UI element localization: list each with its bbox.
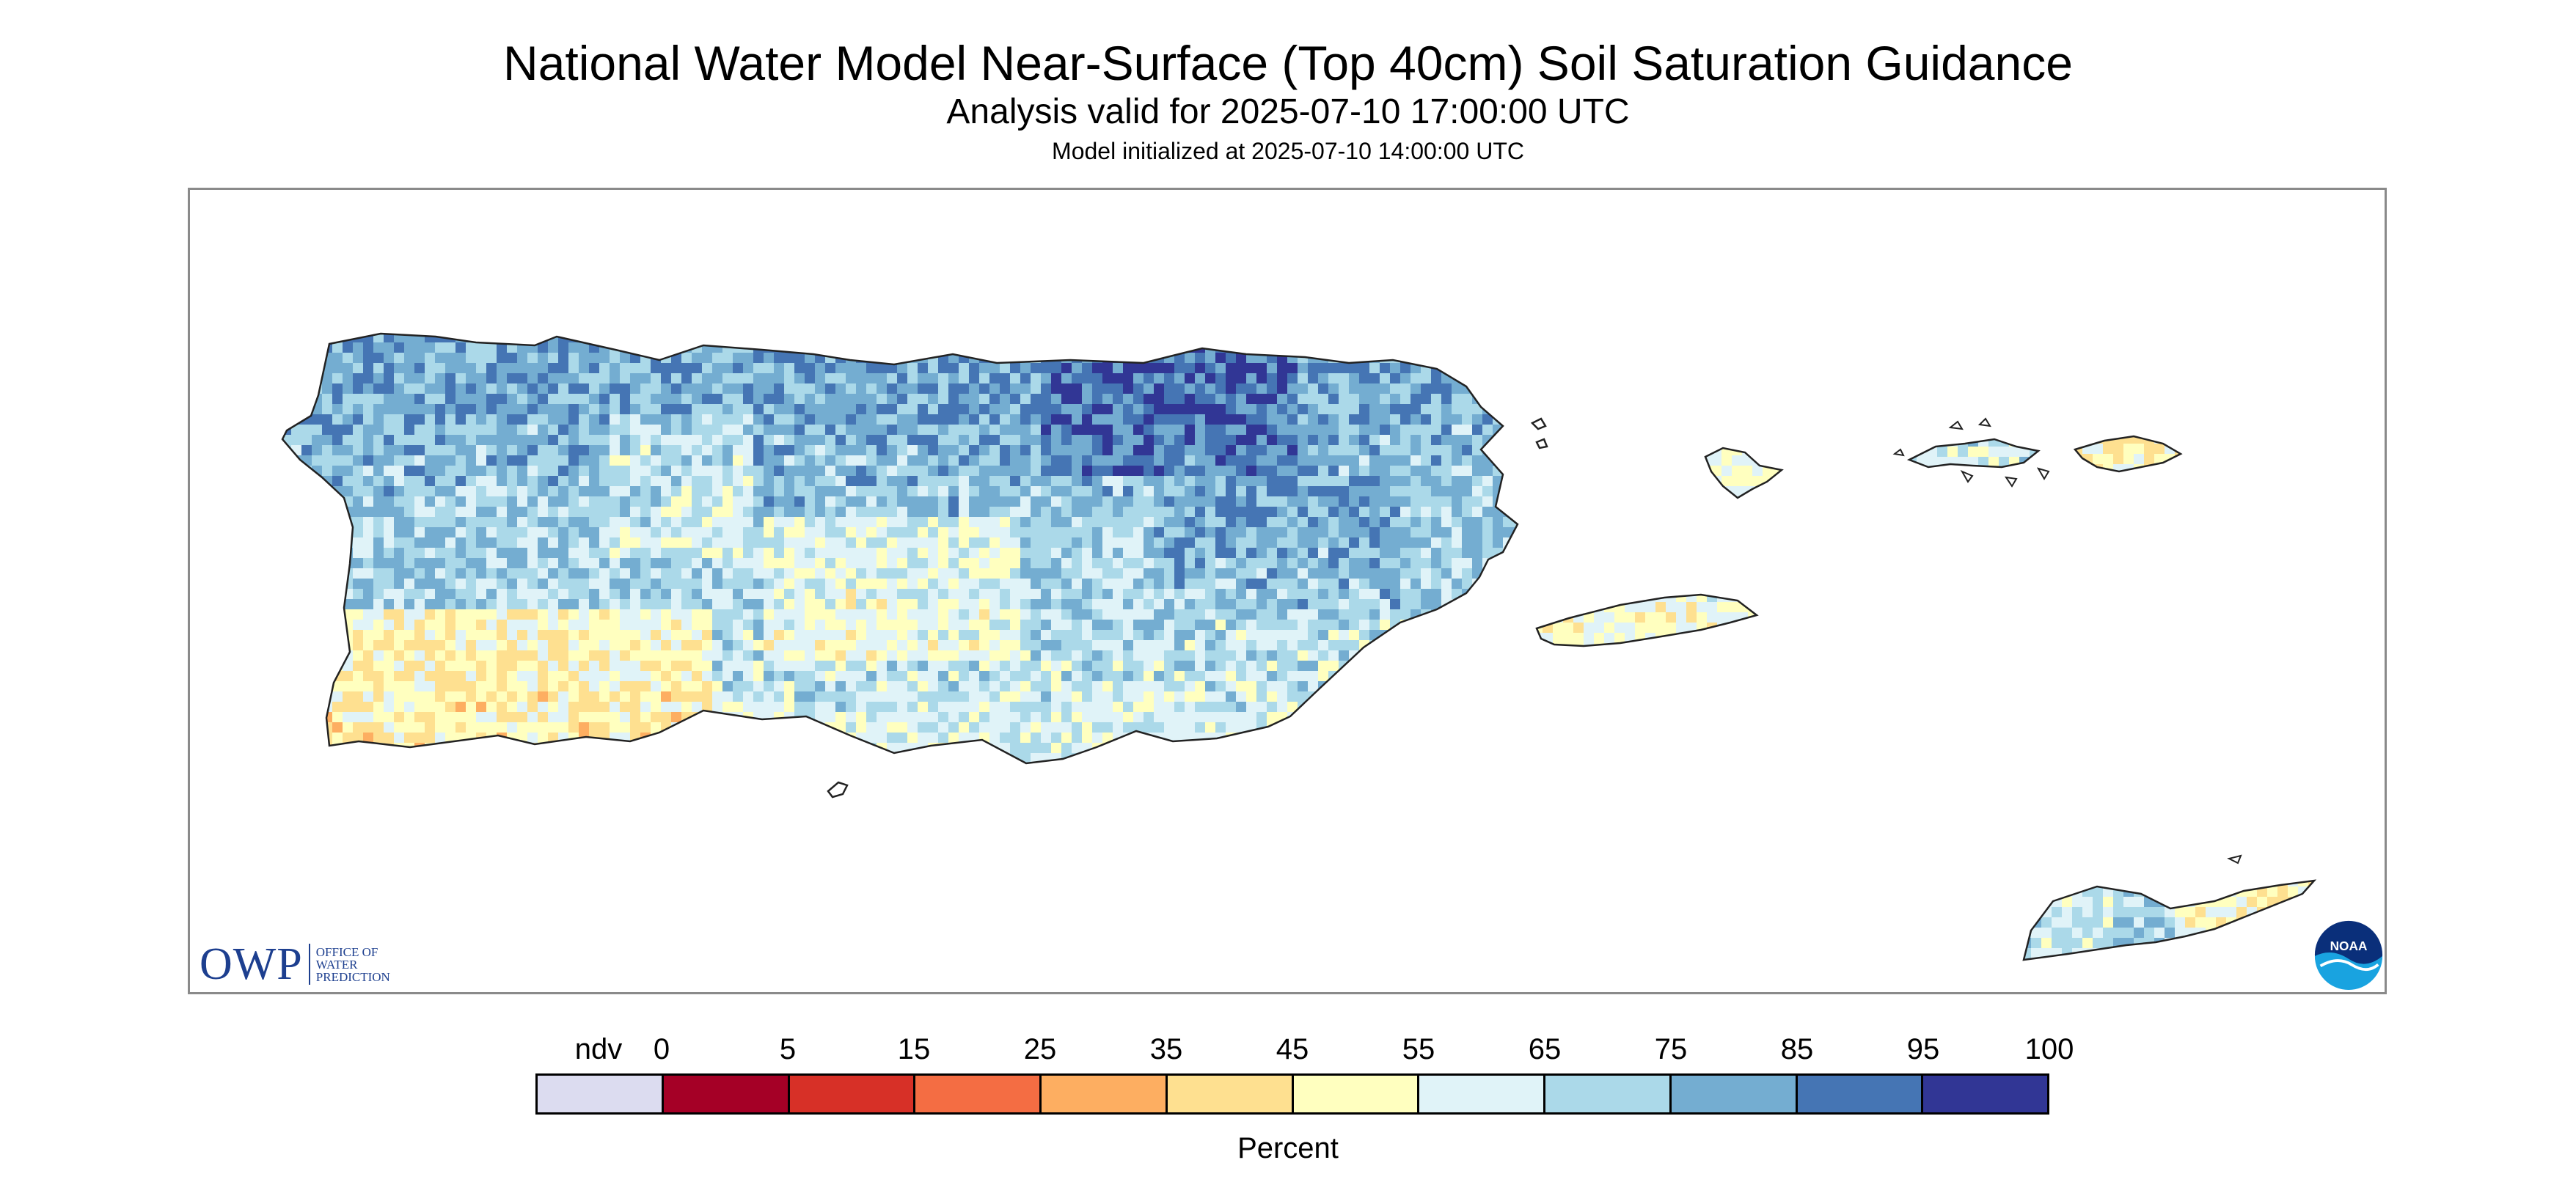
colorbar-tick: 5 [779, 1033, 797, 1065]
colorbar-segment [1167, 1076, 1294, 1112]
colorbar-tick: 95 [1906, 1033, 1940, 1065]
colorbar-segment [538, 1076, 664, 1112]
puerto-rico-island [281, 332, 1519, 765]
map-title: National Water Model Near-Surface (Top 4… [503, 36, 2073, 90]
culebra-island [1704, 447, 1784, 499]
owp-logo-line3: Prediction [315, 969, 390, 984]
colorbar [535, 1073, 2049, 1115]
map-panel [188, 188, 2387, 994]
colorbar-segment [915, 1076, 1042, 1112]
islet-outline [827, 781, 849, 799]
noaa-logo: NOAA [2314, 920, 2383, 990]
init-time-subtitle: Model initialized at 2025-07-10 14:00:00… [1052, 138, 1524, 164]
colorbar-tick: 0 [653, 1033, 670, 1065]
colorbar-segment [1923, 1076, 2047, 1112]
owp-logo-line2: Water [315, 957, 358, 972]
colorbar-tick: 85 [1780, 1033, 1814, 1065]
colorbar-segment [1042, 1076, 1168, 1112]
vieques-island [1535, 593, 1759, 647]
colorbar-segment [1797, 1076, 1924, 1112]
owp-logo: OWP Office of Water Prediction [200, 939, 390, 990]
owp-logo-line1: Office of [315, 944, 378, 959]
colorbar-tick: 100 [2024, 1033, 2074, 1065]
colorbar-segment [1419, 1076, 1545, 1112]
colorbar-tick: 65 [1528, 1033, 1562, 1065]
st-thomas-island [1892, 417, 2050, 488]
colorbar-segment [1671, 1076, 1798, 1112]
cay-outline [1530, 417, 1547, 430]
cay-outline [1535, 438, 1548, 449]
soil-saturation-map [281, 332, 2317, 961]
owp-logo-abbrev: OWP [200, 939, 303, 989]
colorbar-segment [1545, 1076, 1672, 1112]
colorbar-tick: ndv [574, 1033, 623, 1065]
colorbar-segment [789, 1076, 916, 1112]
colorbar-segment [1293, 1076, 1420, 1112]
colorbar-tick: 25 [1023, 1033, 1057, 1065]
colorbar-segment [663, 1076, 790, 1112]
noaa-logo-text: NOAA [2330, 939, 2368, 953]
valid-time-subtitle: Analysis valid for 2025-07-10 17:00:00 U… [946, 92, 1630, 131]
colorbar-label: Percent [1237, 1132, 1339, 1164]
st-john-island [2073, 435, 2183, 473]
owp-logo-divider [308, 944, 310, 985]
colorbar-tick: 45 [1276, 1033, 1309, 1065]
st-croix-island [2022, 854, 2317, 961]
colorbar-tick: 15 [897, 1033, 931, 1065]
colorbar-tick: 55 [1402, 1033, 1435, 1065]
colorbar-tick: 75 [1654, 1033, 1688, 1065]
colorbar-tick: 35 [1149, 1033, 1183, 1065]
owp-logo-text: Office of Water Prediction [316, 946, 390, 983]
